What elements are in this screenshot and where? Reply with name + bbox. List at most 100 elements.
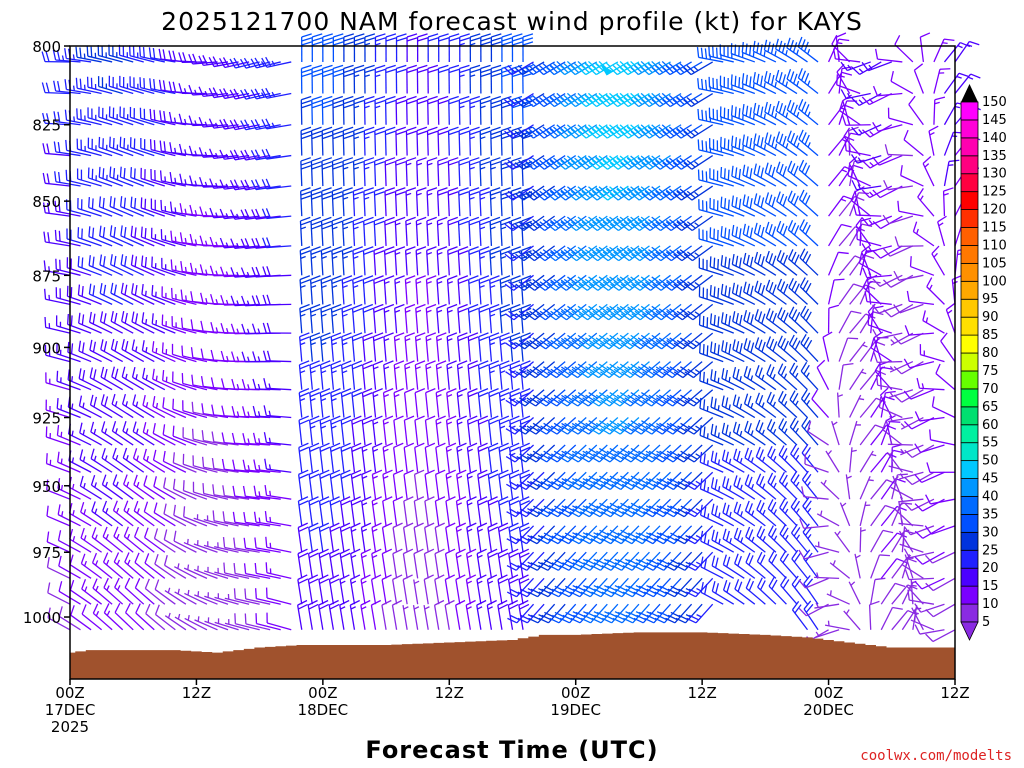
barb-full <box>540 425 550 433</box>
barb-full <box>109 196 112 207</box>
wind-barb <box>152 395 176 419</box>
barb-half <box>342 370 348 374</box>
barb-full <box>564 394 574 402</box>
wind-barb <box>547 417 577 435</box>
barb-full <box>393 442 404 449</box>
barb-shaft <box>78 350 102 363</box>
barb-full <box>606 422 617 430</box>
barb-full <box>153 528 159 539</box>
barb-shaft <box>373 161 377 187</box>
wind-barb <box>364 64 375 94</box>
barb-full <box>588 363 598 371</box>
barb-shaft <box>545 361 566 379</box>
barb-full <box>525 130 534 139</box>
wind-barb <box>385 64 396 94</box>
barb-full <box>263 378 267 389</box>
barb-full <box>609 155 618 164</box>
barb-full <box>580 538 591 545</box>
wind-barb <box>504 155 534 170</box>
barb-shaft <box>194 594 218 605</box>
barb-shaft <box>499 279 503 305</box>
barb-full <box>606 505 617 512</box>
barb-full <box>77 256 80 267</box>
wind-barb <box>330 388 342 418</box>
barb-full <box>139 77 142 88</box>
barb-full <box>242 459 246 471</box>
wind-barb <box>223 562 250 579</box>
barb-shaft <box>487 447 493 473</box>
barb-full <box>382 442 393 449</box>
barb-full <box>374 161 385 166</box>
wind-barb <box>558 444 587 463</box>
wind-barb <box>406 33 418 62</box>
barb-full <box>509 535 520 542</box>
wind-barb <box>299 246 311 276</box>
barb-full <box>601 538 612 545</box>
wind-barb <box>567 185 598 201</box>
barb-half <box>48 266 50 272</box>
barb-half <box>526 397 532 402</box>
wind-barb <box>151 313 176 334</box>
wind-barb <box>340 415 352 446</box>
wind-barb <box>342 64 354 94</box>
barb-full <box>510 336 521 342</box>
barb-shaft <box>81 588 103 605</box>
barb-full <box>598 334 609 342</box>
wind-barb <box>298 469 309 500</box>
barb-shaft <box>141 236 166 247</box>
barb-half <box>271 60 276 66</box>
wind-barb <box>111 393 134 419</box>
barb-full <box>340 526 351 533</box>
barb-full <box>417 68 428 74</box>
wind-barb <box>478 216 490 246</box>
barb-full <box>341 473 352 479</box>
barb-full <box>321 187 332 192</box>
barb-full <box>110 310 114 322</box>
barb-shaft <box>152 432 176 446</box>
barb-full <box>550 425 561 433</box>
barb-shaft <box>384 220 387 246</box>
barb-full <box>478 332 489 338</box>
wind-barb <box>456 469 467 500</box>
barb-full <box>553 157 562 166</box>
barb-full <box>81 579 87 590</box>
barb-shaft <box>68 406 92 419</box>
barb-full <box>588 130 598 139</box>
barb-full <box>91 198 94 209</box>
barb-full <box>395 191 406 196</box>
wind-barb <box>98 166 123 187</box>
wind-barb <box>41 51 71 63</box>
barb-full <box>331 332 342 338</box>
barb-full <box>131 311 135 322</box>
barb-shaft <box>598 361 619 379</box>
barb-shaft <box>465 605 471 630</box>
barb-full <box>309 392 321 398</box>
barb-shaft <box>331 250 335 276</box>
barb-shaft <box>511 92 534 108</box>
barb-half <box>145 347 148 353</box>
wind-barb <box>171 343 197 363</box>
barb-shaft <box>192 92 218 96</box>
wind-barb <box>299 275 311 305</box>
wind-barb <box>395 64 407 94</box>
barb-shaft <box>498 447 503 473</box>
barb-full <box>79 449 84 460</box>
wind-barb <box>477 360 489 390</box>
barb-full <box>416 187 427 192</box>
wind-barb <box>318 522 330 553</box>
wind-barb <box>515 303 545 321</box>
wind-barb <box>352 275 364 305</box>
wind-barb <box>41 82 71 95</box>
barb-shaft <box>514 389 534 407</box>
wind-barb <box>183 538 208 553</box>
wind-barb <box>329 522 341 553</box>
barb-half <box>383 421 389 425</box>
barb-full <box>509 388 520 394</box>
wind-barb <box>112 500 134 527</box>
barb-shaft <box>110 320 134 334</box>
barb-full <box>78 312 81 324</box>
barb-full <box>574 450 585 458</box>
barb-half <box>215 270 219 276</box>
barb-shaft <box>384 161 387 187</box>
barb-shaft <box>619 361 640 379</box>
